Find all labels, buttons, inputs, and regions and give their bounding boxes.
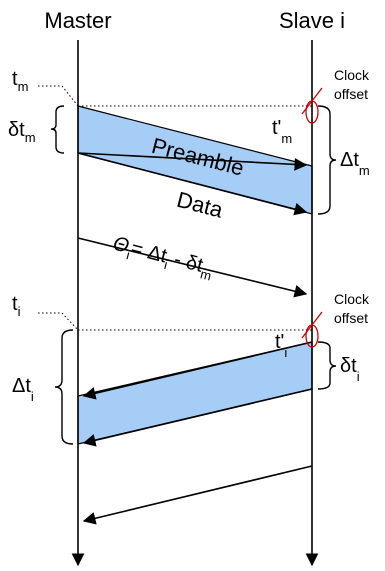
tm-label: tm xyxy=(12,68,28,94)
clock-offset-label-1-line1: Clock xyxy=(334,67,370,83)
delta-ti-label: Δti xyxy=(12,375,34,404)
ti-leader xyxy=(38,312,79,331)
t-prime-i-label: t'i xyxy=(275,331,287,360)
delta-tm-brace xyxy=(317,105,337,215)
delta-small-tm-label: δtm xyxy=(8,119,36,145)
data-label: Data xyxy=(174,187,226,223)
final-arrow xyxy=(82,465,313,525)
clock-offset-label-1-line2: offset xyxy=(334,86,368,102)
delta-ti-brace xyxy=(54,329,74,445)
slave-label: Slave i xyxy=(279,8,345,33)
t-prime-m-label: t'm xyxy=(272,117,292,146)
theta-equation: Θi= Δti - δtm xyxy=(110,233,216,284)
response-band xyxy=(77,341,313,445)
response-arrow-top xyxy=(82,341,313,400)
reply-arrow xyxy=(77,237,308,298)
clock-offset-pointer-1 xyxy=(301,87,323,115)
clock-offset-label-2-line2: offset xyxy=(334,310,368,326)
tm-leader xyxy=(38,85,79,107)
preamble-arrow xyxy=(77,152,308,171)
clock-offset-pointer-2 xyxy=(301,311,323,339)
ti-label: ti xyxy=(12,293,21,319)
data-arrow xyxy=(77,152,308,216)
delta-small-ti-label: δti xyxy=(340,355,360,384)
response-arrow-bottom xyxy=(82,388,313,447)
clock-offset-label-2-line1: Clock xyxy=(334,291,370,307)
delta-tm-label: Δtm xyxy=(340,149,370,178)
master-label: Master xyxy=(44,8,111,33)
delta-small-ti-brace xyxy=(317,341,337,390)
delta-small-tm-brace xyxy=(50,105,65,154)
